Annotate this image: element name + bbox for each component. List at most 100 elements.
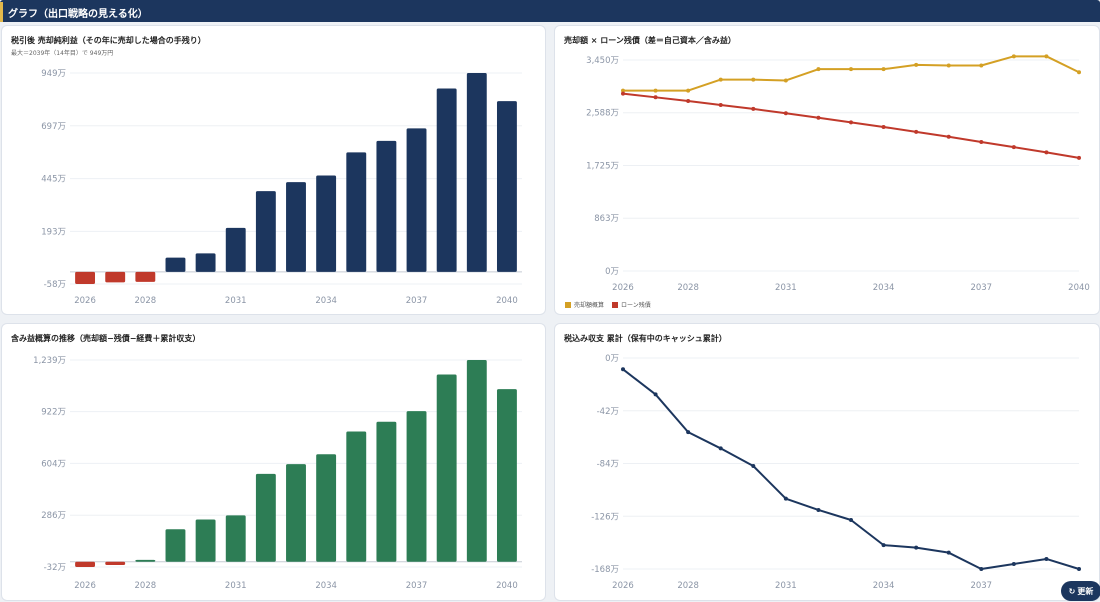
data-point	[718, 102, 723, 107]
data-point	[816, 67, 821, 72]
header-accent	[0, 2, 3, 22]
net-profit-chart: -58万 193万 445万 697万 949万 2026 2028 2031 2034 2037…	[41, 69, 522, 306]
bar	[165, 529, 186, 562]
data-point	[914, 62, 919, 67]
x-tick-label: 2037	[406, 296, 428, 306]
data-point	[946, 550, 951, 555]
y-tick-label: 0万	[605, 267, 619, 277]
data-point	[816, 507, 821, 512]
data-point	[783, 111, 788, 116]
refresh-button[interactable]: ↻ 更新	[1061, 581, 1100, 601]
y-tick-label: -58万	[44, 280, 66, 290]
cumulative-cashflow-panel: 税込み収支 累計（保有中のキャッシュ累計） -168万 -126万 -84万 -42万…	[554, 323, 1100, 601]
data-point	[718, 77, 723, 82]
bar	[466, 73, 487, 272]
bar	[316, 454, 337, 562]
y-tick-label: -126万	[591, 512, 619, 522]
net-profit-subtitle: 最大＝2039年（14年目）で 949万円	[11, 50, 114, 57]
data-point	[849, 120, 853, 125]
bar	[406, 411, 427, 562]
y-tick-label: 1,239万	[33, 356, 66, 366]
data-point	[914, 545, 919, 550]
x-tick-label: 2040	[496, 581, 518, 591]
y-tick-label: 193万	[41, 227, 66, 237]
bar	[496, 389, 517, 562]
legend-item-loan[interactable]: ローン残債	[612, 300, 651, 309]
x-tick-label: 2031	[225, 581, 247, 591]
bar	[165, 257, 186, 272]
bar	[255, 191, 276, 272]
series-line	[622, 368, 1080, 570]
bar	[436, 374, 457, 562]
x-tick-label: 2028	[135, 581, 157, 591]
data-point	[914, 129, 919, 134]
data-point	[1011, 54, 1016, 59]
x-tick-label: 2026	[74, 296, 96, 306]
x-tick-label: 2026	[612, 581, 634, 591]
bar	[225, 227, 246, 272]
bar	[286, 464, 306, 562]
bar	[135, 559, 156, 562]
sale-vs-loan-legend: 売却額概算 ローン残債	[565, 300, 651, 309]
legend-label-sale: 売却額概算	[574, 302, 605, 309]
bar	[376, 140, 397, 272]
x-tick-label: 2028	[677, 581, 699, 591]
data-point	[653, 88, 658, 93]
cumulative-cashflow-title: 税込み収支 累計（保有中のキャッシュ累計）	[564, 334, 727, 343]
y-tick-label: -42万	[597, 407, 619, 417]
x-tick-label: 2040	[1068, 283, 1090, 293]
refresh-icon: ↻	[1068, 586, 1076, 596]
bar	[75, 561, 96, 567]
x-tick-label: 2028	[677, 283, 699, 293]
data-point	[653, 95, 658, 100]
y-tick-label: -32万	[44, 563, 66, 573]
data-point	[1077, 155, 1081, 160]
bar	[406, 128, 427, 272]
data-point	[621, 91, 625, 96]
bar	[496, 101, 517, 272]
data-point	[881, 67, 886, 72]
y-tick-label: 3,450万	[586, 56, 619, 66]
bar	[376, 421, 397, 562]
y-tick-label: 922万	[41, 408, 66, 418]
sale-vs-loan-chart: 0万 863万 1,725万 2,588万 3,450万 2026 2028 2031 2034…	[586, 54, 1090, 293]
cumulative-cashflow-chart: -168万 -126万 -84万 -42万 0万 2026 2028 2031 2034 2037	[591, 354, 1081, 591]
series-line	[622, 92, 1080, 159]
page-title: グラフ（出口戦略の見える化）	[8, 9, 148, 20]
refresh-label: 更新	[1077, 586, 1094, 596]
y-tick-label: -84万	[597, 460, 619, 470]
y-tick-label: 1,725万	[586, 162, 619, 172]
header-bar: グラフ（出口戦略の見える化）	[0, 0, 1100, 22]
sale-vs-loan-panel: 売却額 × ローン残債（差＝自己資本／含み益） 0万 863万 1,725万 2,58…	[554, 25, 1100, 315]
bar	[135, 271, 156, 282]
data-point	[816, 115, 821, 120]
net-profit-panel: 税引後 売却純利益（その年に売却した場合の手残り） 最大＝2039年（14年目）…	[1, 25, 546, 315]
unrealized-gain-panel: 含み益概算の推移（売却額−残債−経費＋累計収支） -32万 286万 604万 922…	[1, 323, 546, 601]
x-tick-label: 2026	[74, 581, 96, 591]
data-point	[783, 496, 788, 501]
x-tick-label: 2037	[970, 581, 992, 591]
bar	[195, 519, 216, 562]
x-tick-label: 2034	[873, 283, 895, 293]
data-point	[849, 67, 853, 72]
x-tick-label: 2031	[775, 581, 797, 591]
unrealized-gain-title: 含み益概算の推移（売却額−残債−経費＋累計収支）	[11, 334, 201, 343]
net-profit-title: 税引後 売却純利益（その年に売却した場合の手残り）	[11, 36, 206, 45]
bar	[105, 271, 126, 283]
bar	[255, 473, 276, 562]
x-tick-label: 2026	[612, 283, 634, 293]
bar	[75, 271, 96, 284]
data-point	[783, 78, 788, 83]
y-tick-label: -168万	[591, 565, 619, 575]
data-point	[751, 464, 756, 469]
data-point	[979, 63, 984, 68]
data-point	[653, 392, 658, 397]
legend-item-sale[interactable]: 売却額概算	[565, 300, 604, 309]
x-tick-label: 2037	[970, 283, 992, 293]
x-tick-label: 2031	[775, 283, 797, 293]
x-tick-label: 2028	[135, 296, 157, 306]
y-tick-label: 286万	[41, 511, 66, 521]
bar	[346, 152, 367, 272]
legend-swatch-loan	[612, 301, 619, 308]
data-point	[946, 63, 951, 68]
